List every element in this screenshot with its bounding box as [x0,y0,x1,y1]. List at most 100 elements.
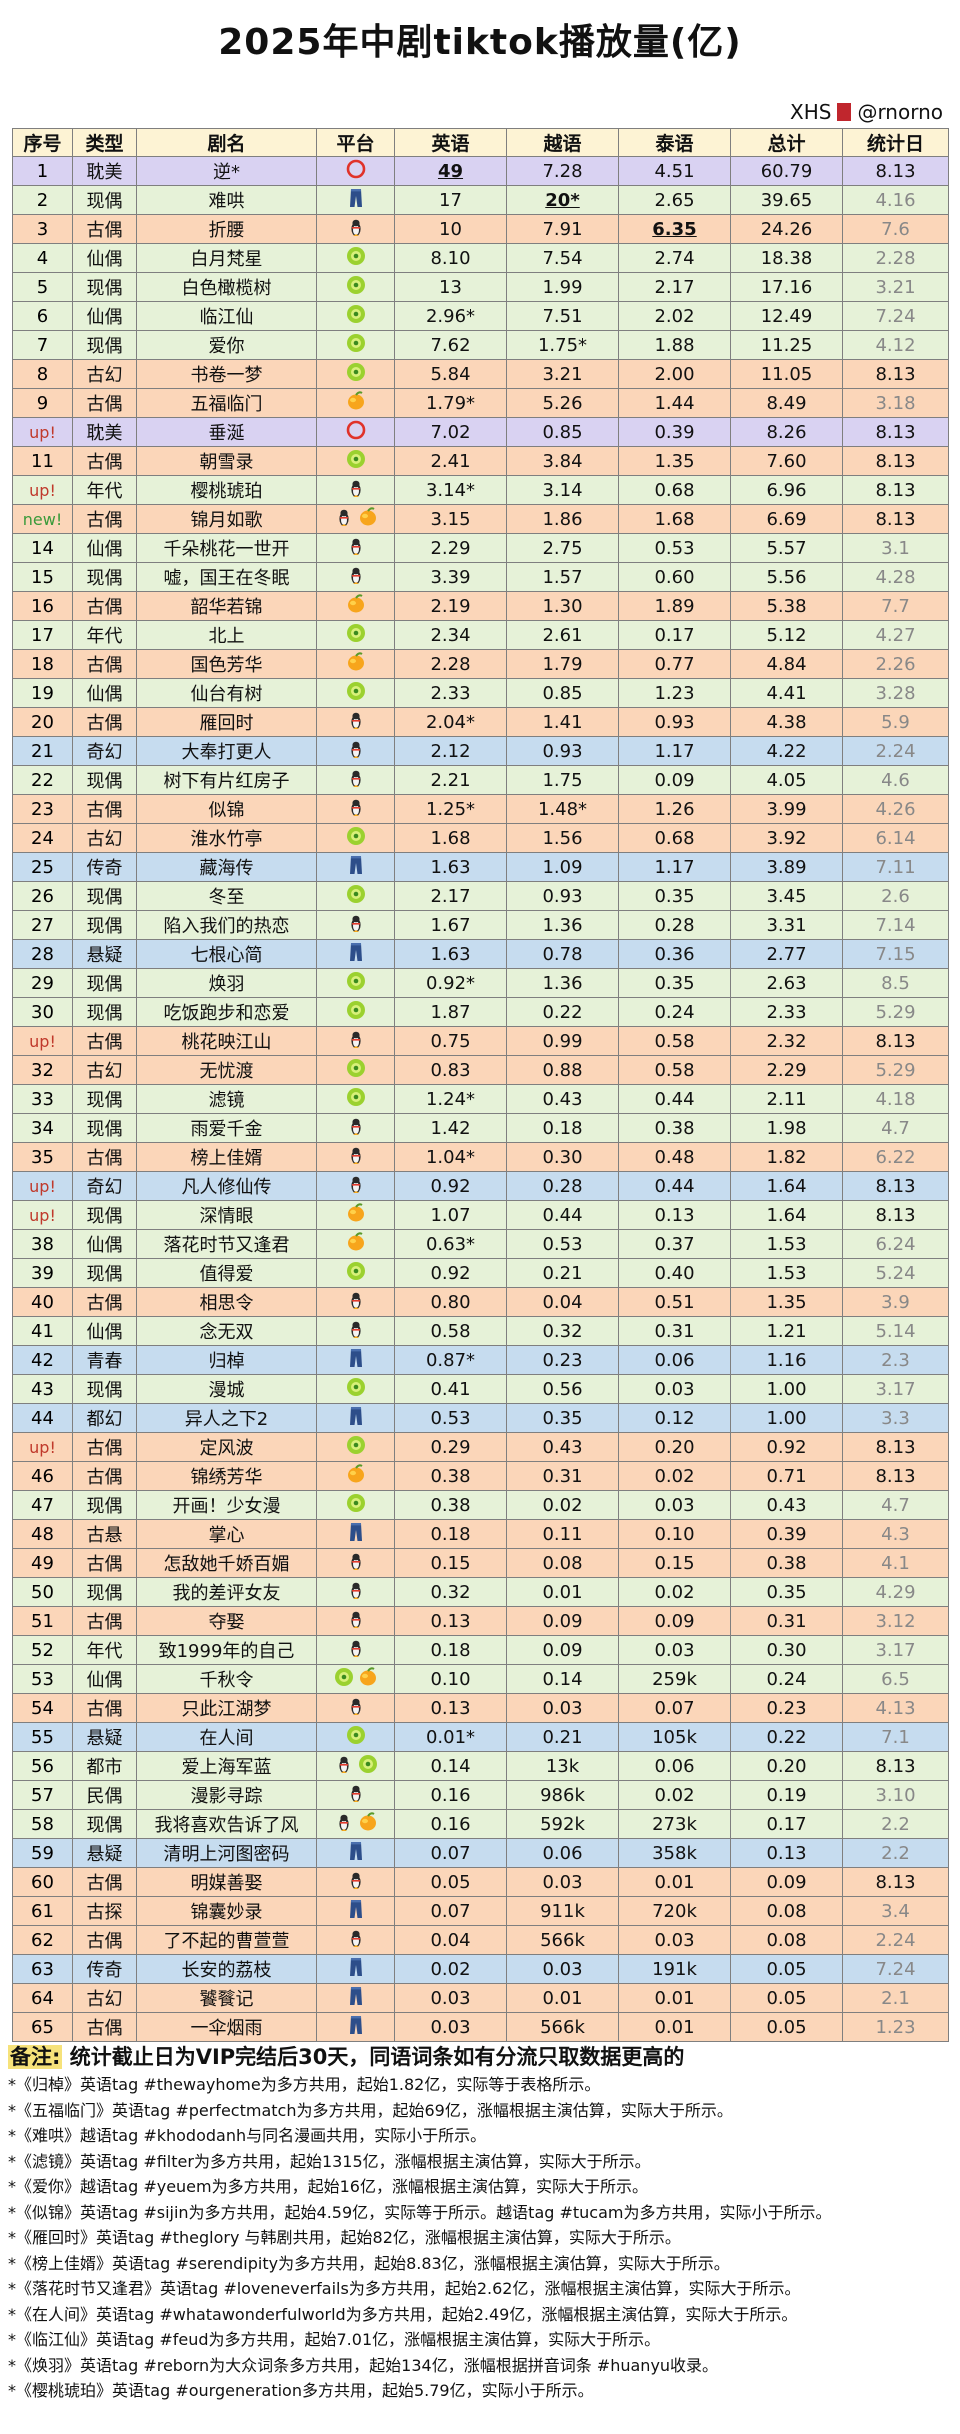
row-vietnamese: 1.79 [506,649,619,679]
tencent-penguin-icon [345,796,367,823]
row-seq: 19 [12,678,73,708]
table-row: 48 古悬 掌心 0.18 0.11 0.10 0.39 4.3 [12,1519,949,1549]
youku-ring-icon [345,158,367,185]
row-english: 1.07 [394,1200,507,1230]
row-type: 现偶 [72,185,137,215]
row-english: 0.02 [394,1954,507,1984]
row-date: 1.23 [842,2012,949,2042]
row-date: 3.10 [842,1780,949,1810]
row-total: 17.16 [730,272,843,302]
row-total: 0.35 [730,1577,843,1607]
row-platform [316,997,395,1027]
row-vietnamese: 592k [506,1809,619,1839]
row-total: 2.32 [730,1026,843,1056]
row-date: 7.15 [842,939,949,969]
row-seq: 11 [12,446,73,476]
table-row: 8 古幻 书卷一梦 5.84 3.21 2.00 11.05 8.13 [12,359,949,389]
tencent-penguin-icon [345,1115,367,1142]
row-date: 4.28 [842,562,949,592]
table-row: 19 仙偶 仙台有树 2.33 0.85 1.23 4.41 3.28 [12,678,949,708]
row-platform [316,446,395,476]
row-vietnamese: 911k [506,1896,619,1926]
mango-fruit-icon [345,1463,367,1490]
notes-key: 备注: [8,2045,63,2069]
table-row: 17 年代 北上 2.34 2.61 0.17 5.12 4.27 [12,620,949,650]
iqiyi-green-icon [345,1260,367,1287]
row-seq: 64 [12,1983,73,2013]
row-name: 致1999年的自己 [136,1635,317,1665]
row-thai: 2.00 [618,359,731,389]
row-total: 6.96 [730,475,843,505]
row-seq: 23 [12,794,73,824]
row-vietnamese: 0.21 [506,1258,619,1288]
header-seq: 序号 [12,128,73,157]
row-total: 0.08 [730,1925,843,1955]
row-name: 爱上海军蓝 [136,1751,317,1781]
row-english: 0.13 [394,1693,507,1723]
row-thai: 0.12 [618,1403,731,1433]
jeans-icon [345,1985,367,2012]
row-total: 0.24 [730,1664,843,1694]
row-date: 4.12 [842,330,949,360]
iqiyi-green-icon [345,1492,367,1519]
iqiyi-green-icon [345,622,367,649]
row-platform [316,301,395,331]
row-date: 8.13 [842,446,949,476]
notes-heading-text: 统计截止日为VIP完结后30天，同语词条如有分流只取数据更高的 [69,2045,685,2069]
row-total: 24.26 [730,214,843,244]
row-platform [316,881,395,911]
row-date: 8.13 [842,504,949,534]
row-type: 古偶 [72,214,137,244]
row-type: 悬疑 [72,1722,137,1752]
row-total: 1.53 [730,1258,843,1288]
row-thai: 0.02 [618,1780,731,1810]
row-platform [316,1983,395,2013]
row-date: 8.13 [842,1200,949,1230]
row-total: 3.89 [730,852,843,882]
row-english: 0.18 [394,1519,507,1549]
row-seq: 24 [12,823,73,853]
row-english: 2.04* [394,707,507,737]
row-thai: 2.74 [618,243,731,273]
row-name: 五福临门 [136,388,317,418]
row-platform [316,562,395,592]
row-name: 垂涎 [136,417,317,447]
row-vietnamese: 0.11 [506,1519,619,1549]
row-total: 0.92 [730,1432,843,1462]
row-platform [316,1403,395,1433]
iqiyi-green-icon [345,680,367,707]
row-name: 仙台有树 [136,678,317,708]
row-english: 1.63 [394,852,507,882]
row-english: 2.29 [394,533,507,563]
table-row: 64 古幻 饕餮记 0.03 0.01 0.01 0.05 2.1 [12,1983,949,2013]
row-seq: 18 [12,649,73,679]
row-platform [316,475,395,505]
row-name: 漫影寻踪 [136,1780,317,1810]
row-type: 奇幻 [72,736,137,766]
row-type: 古偶 [72,794,137,824]
row-total: 0.05 [730,2012,843,2042]
row-thai: 0.03 [618,1925,731,1955]
row-platform [316,330,395,360]
jeans-icon [345,1840,367,1867]
row-total: 2.11 [730,1084,843,1114]
row-date: 4.6 [842,765,949,795]
header-name: 剧名 [136,128,317,157]
row-name: 白月梵星 [136,243,317,273]
row-name: 书卷一梦 [136,359,317,389]
row-vietnamese: 0.28 [506,1171,619,1201]
table-row: 42 青春 归棹 0.87* 0.23 0.06 1.16 2.3 [12,1345,949,1375]
row-seq: 50 [12,1577,73,1607]
mango-fruit-icon [345,1202,367,1229]
row-total: 5.57 [730,533,843,563]
row-date: 2.28 [842,243,949,273]
row-name: 饕餮记 [136,1983,317,2013]
row-date: 2.6 [842,881,949,911]
header-platform: 平台 [316,128,395,157]
youku-ring-icon [345,419,367,446]
row-seq: 65 [12,2012,73,2042]
row-platform [316,388,395,418]
table-row: 6 仙偶 临江仙 2.96* 7.51 2.02 12.49 7.24 [12,301,949,331]
row-seq: 3 [12,214,73,244]
row-seq: 29 [12,968,73,998]
